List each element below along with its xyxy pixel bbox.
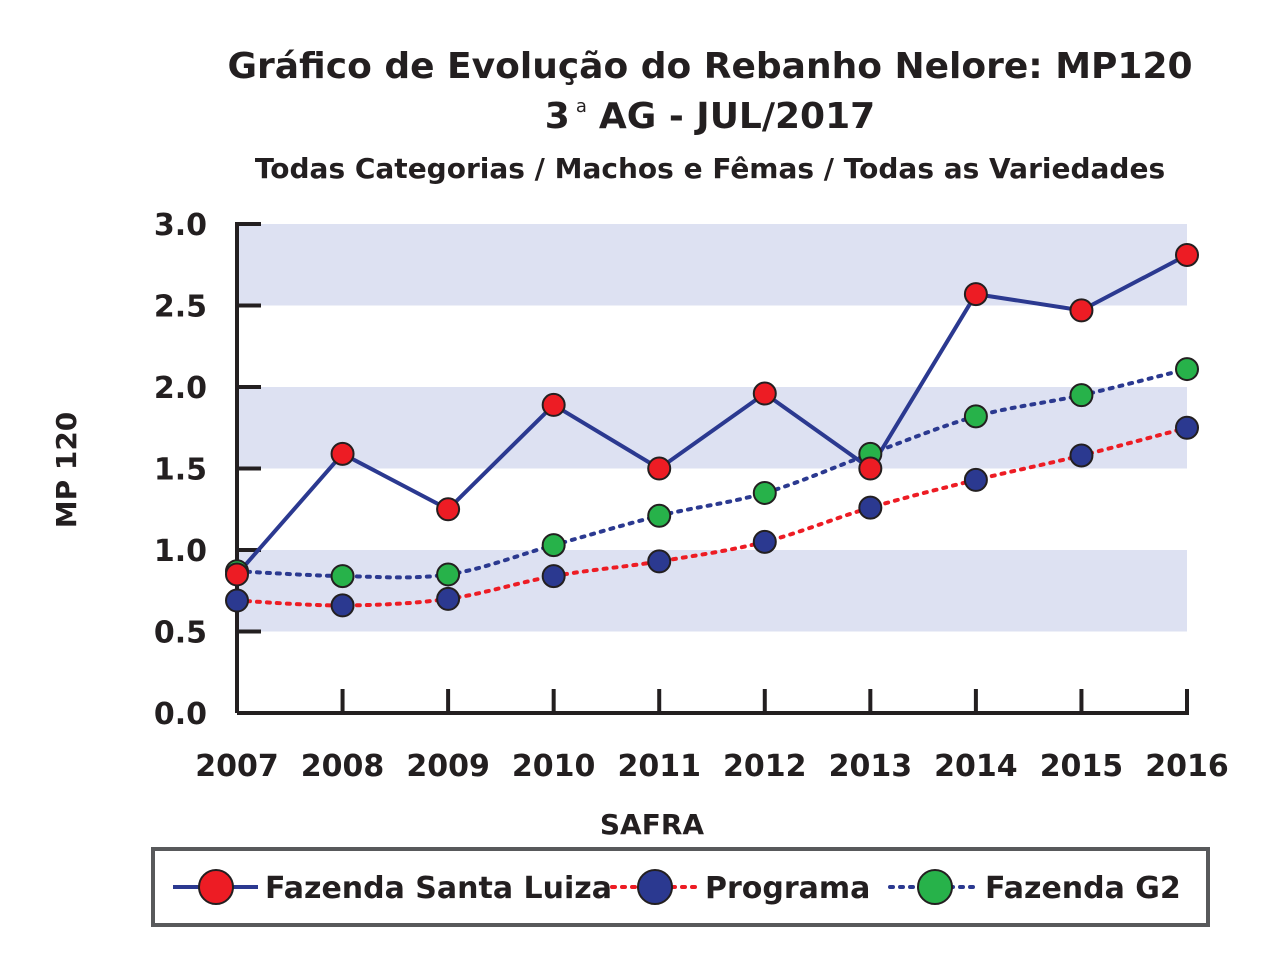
x-tick-label: 2013 bbox=[829, 749, 913, 784]
data-point-0-5 bbox=[752, 381, 777, 406]
data-point-2-8 bbox=[1069, 383, 1094, 408]
legend: Fazenda Santa Luiza Programa Fazenda G2 bbox=[151, 847, 1210, 927]
x-tick-labels: 2007 2008 2009 2010 2011 2012 2013 2014 2015 2016 bbox=[195, 749, 1229, 784]
x-tick-label: 2015 bbox=[1040, 749, 1124, 784]
data-point-1-1 bbox=[330, 593, 355, 618]
title-line2-prefix: 3 bbox=[545, 96, 570, 137]
data-point-1-6 bbox=[858, 495, 883, 520]
y-tick-label: 2.0 bbox=[154, 371, 207, 406]
band-2 bbox=[237, 224, 1187, 306]
x-axis-label: SAFRA bbox=[600, 808, 705, 841]
title-line2-suffix: AG - JUL/2017 bbox=[599, 96, 875, 137]
legend-marker-2 bbox=[917, 869, 953, 905]
x-tick-label: 2007 bbox=[195, 749, 279, 784]
y-axis-label: MP 120 bbox=[50, 412, 83, 529]
background-bands bbox=[237, 224, 1187, 632]
x-tick-label: 2011 bbox=[617, 749, 701, 784]
data-point-0-0 bbox=[225, 562, 249, 587]
series-line-1 bbox=[235, 425, 1189, 608]
y-tick-label: 0.5 bbox=[154, 616, 207, 651]
chart-subtitle: Todas Categorias / Machos e Fêmas / Toda… bbox=[255, 152, 1165, 185]
y-tick-label: 0.0 bbox=[154, 697, 207, 732]
x-tick-label: 2016 bbox=[1145, 749, 1229, 784]
band-1 bbox=[237, 387, 1187, 469]
data-point-0-4 bbox=[647, 456, 672, 481]
x-tick-label: 2008 bbox=[301, 749, 385, 784]
data-point-0-2 bbox=[436, 497, 461, 522]
data-point-1-0 bbox=[225, 588, 249, 613]
y-tick-labels: 0.0 0.5 1.0 1.5 2.0 2.5 3.0 bbox=[154, 208, 207, 732]
data-point-1-3 bbox=[541, 564, 566, 589]
band-0 bbox=[237, 550, 1187, 632]
y-tick-label: 1.5 bbox=[154, 453, 207, 488]
series-points bbox=[225, 242, 1199, 618]
y-tick-label: 1.0 bbox=[154, 534, 207, 569]
y-tick-label: 3.0 bbox=[154, 208, 207, 243]
data-point-1-4 bbox=[647, 549, 672, 574]
data-point-0-9 bbox=[1175, 242, 1199, 267]
x-tick-label: 2009 bbox=[406, 749, 490, 784]
legend-label-1: Programa bbox=[705, 871, 870, 906]
axes bbox=[235, 222, 1189, 715]
legend-marker-0 bbox=[198, 869, 234, 905]
data-point-1-8 bbox=[1069, 443, 1094, 468]
legend-marker-1 bbox=[637, 869, 673, 905]
series-line-2 bbox=[235, 367, 1189, 580]
data-point-2-2 bbox=[436, 562, 461, 587]
data-point-2-4 bbox=[647, 503, 672, 528]
chart-title: Gráfico de Evolução do Rebanho Nelore: M… bbox=[227, 46, 1192, 87]
data-point-2-3 bbox=[541, 533, 566, 558]
data-point-1-9 bbox=[1175, 415, 1199, 440]
data-point-2-5 bbox=[752, 480, 777, 505]
title-line2-sup: a bbox=[576, 96, 587, 117]
data-point-1-2 bbox=[436, 586, 461, 611]
data-point-1-5 bbox=[752, 529, 777, 554]
data-point-0-8 bbox=[1069, 298, 1094, 323]
y-tick-label: 2.5 bbox=[154, 290, 207, 325]
data-point-2-9 bbox=[1175, 357, 1199, 382]
data-point-0-7 bbox=[963, 282, 988, 307]
x-tick-label: 2012 bbox=[723, 749, 807, 784]
data-point-2-1 bbox=[330, 564, 355, 589]
series-line-0 bbox=[235, 253, 1188, 576]
data-point-0-1 bbox=[330, 441, 355, 466]
legend-label-0: Fazenda Santa Luiza bbox=[265, 871, 612, 906]
chart-title-line2: 3 a AG - JUL/2017 bbox=[545, 96, 875, 137]
data-point-2-7 bbox=[963, 404, 988, 429]
legend-label-2: Fazenda G2 bbox=[985, 871, 1181, 906]
x-tick-label: 2014 bbox=[934, 749, 1018, 784]
data-point-0-6 bbox=[858, 456, 883, 481]
data-point-1-7 bbox=[963, 467, 988, 492]
data-point-0-3 bbox=[541, 392, 566, 417]
x-tick-label: 2010 bbox=[512, 749, 596, 784]
series-lines bbox=[235, 253, 1189, 608]
